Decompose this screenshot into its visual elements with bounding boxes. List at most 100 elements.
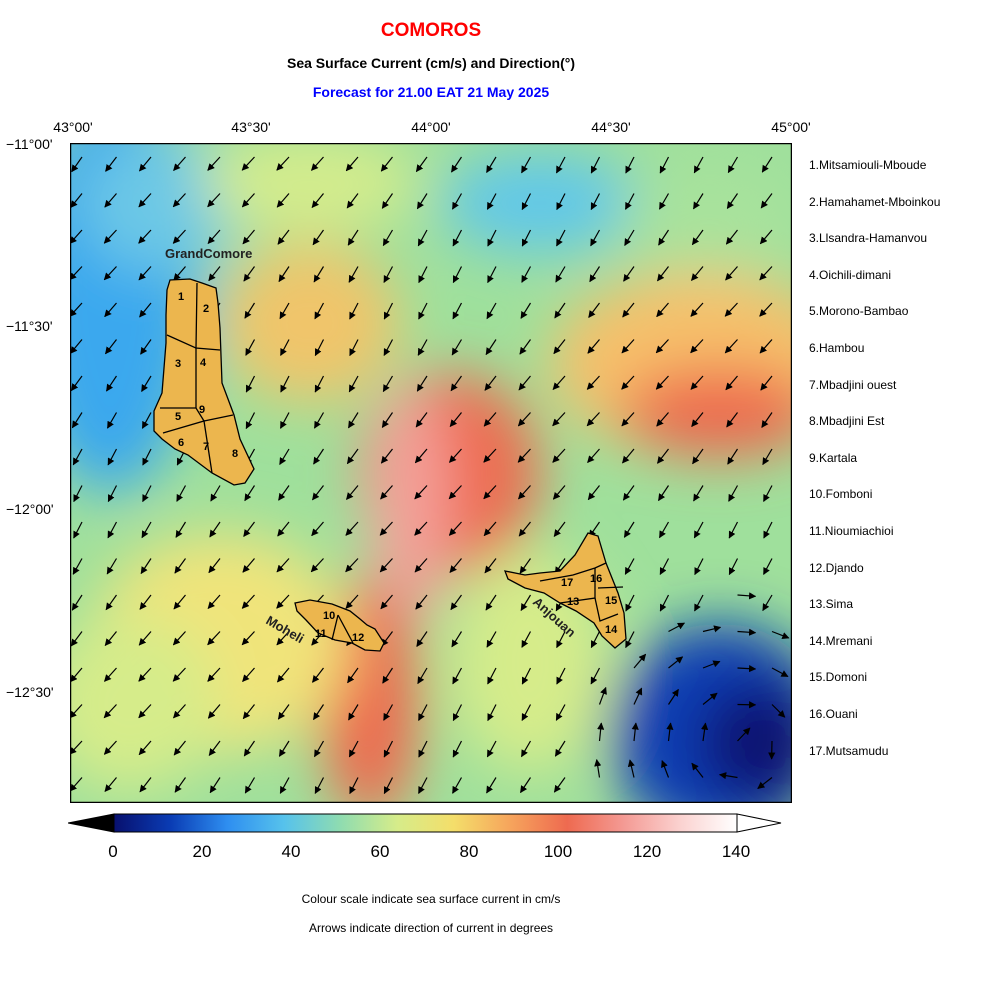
current-arrow <box>417 339 428 356</box>
current-arrow <box>141 375 152 393</box>
current-arrow <box>207 193 221 208</box>
current-arrow <box>314 302 325 320</box>
current-arrow <box>173 704 186 719</box>
current-arrow <box>590 193 601 211</box>
current-arrow <box>659 558 670 576</box>
current-arrow <box>105 339 117 355</box>
current-arrow <box>105 156 117 172</box>
current-arrow <box>139 594 152 610</box>
svg-text:16: 16 <box>590 573 602 585</box>
current-arrow <box>142 448 152 466</box>
current-arrow <box>656 412 669 427</box>
current-arrow <box>622 485 635 501</box>
current-arrow <box>726 412 738 428</box>
current-arrow <box>586 375 600 390</box>
current-arrow <box>487 704 497 722</box>
current-arrow <box>622 302 635 318</box>
current-arrow <box>345 156 359 172</box>
map-title: COMOROS <box>380 20 482 41</box>
current-arrow <box>519 558 531 574</box>
lat-label-12-30: −12°30' <box>6 684 54 700</box>
current-arrow <box>107 485 118 503</box>
current-arrow <box>633 653 647 669</box>
legend-item: 3.Llsandra-Hamanvou <box>809 231 928 246</box>
svg-text:8: 8 <box>232 448 238 460</box>
current-arrow <box>173 594 186 610</box>
legend-item: 13.Sima <box>809 597 854 612</box>
current-arrow <box>245 412 256 430</box>
current-arrow <box>173 740 186 756</box>
current-arrow <box>771 630 790 640</box>
svg-text:4: 4 <box>200 357 207 369</box>
current-arrow <box>174 777 186 793</box>
current-arrow <box>598 686 607 705</box>
current-arrow <box>138 631 152 646</box>
current-arrow <box>104 777 117 792</box>
current-arrow <box>414 521 428 536</box>
lon-label-44-30: 44°30' <box>591 119 631 135</box>
current-arrow <box>693 485 704 502</box>
current-arrow <box>656 302 669 318</box>
svg-text:2: 2 <box>203 303 209 315</box>
current-arrow <box>243 521 255 537</box>
current-arrow <box>725 266 738 281</box>
current-arrow <box>587 448 600 464</box>
current-arrow <box>520 302 532 319</box>
current-arrow <box>241 631 255 646</box>
current-arrow <box>451 339 463 356</box>
current-arrow <box>70 302 83 317</box>
current-arrow <box>624 193 635 210</box>
current-arrow <box>70 266 83 281</box>
svg-text:15: 15 <box>605 595 617 607</box>
svg-text:1: 1 <box>178 291 184 303</box>
current-arrow <box>70 339 83 354</box>
current-arrow <box>138 704 152 719</box>
current-arrow <box>555 156 566 174</box>
current-arrow <box>631 722 639 742</box>
current-arrow <box>313 740 325 758</box>
current-arrow <box>210 485 221 502</box>
current-arrow <box>242 704 255 720</box>
current-arrow <box>702 692 718 705</box>
current-arrow <box>312 229 324 246</box>
map-subtitle: Sea Surface Current (cm/s) and Direction… <box>287 55 575 71</box>
current-arrow <box>692 448 704 465</box>
current-arrow <box>382 229 394 247</box>
current-arrow <box>452 302 463 320</box>
svg-text:12: 12 <box>352 632 364 644</box>
current-arrow <box>241 193 255 208</box>
current-arrow <box>621 412 635 427</box>
current-arrow <box>245 339 256 356</box>
current-arrow <box>345 594 359 609</box>
current-arrow <box>280 339 290 357</box>
current-arrow <box>518 521 531 537</box>
legend-item: 8.Mbadjini Est <box>809 414 885 429</box>
current-arrow <box>657 448 669 464</box>
colorbar-gradient <box>113 813 738 833</box>
current-arrow <box>517 412 531 427</box>
current-arrow <box>174 558 186 574</box>
current-arrow <box>70 631 83 647</box>
current-arrow <box>348 266 359 283</box>
current-arrow <box>448 521 462 536</box>
current-arrow <box>484 375 497 391</box>
current-arrow <box>107 448 118 466</box>
current-arrow <box>415 156 428 173</box>
current-arrow <box>277 521 290 537</box>
current-arrow <box>553 521 566 537</box>
current-arrow <box>728 558 739 576</box>
colorbar-tick-80: 80 <box>459 842 479 861</box>
current-arrow <box>658 521 670 539</box>
current-arrow <box>312 485 324 501</box>
current-arrow <box>667 688 679 705</box>
current-arrow <box>737 628 757 636</box>
current-arrow <box>209 777 221 794</box>
lat-label-12-00: −12°00' <box>6 501 54 517</box>
current-arrow <box>70 704 83 719</box>
current-arrow <box>625 594 635 612</box>
current-arrow <box>140 339 152 355</box>
current-arrow <box>451 631 463 648</box>
current-arrow <box>690 339 704 354</box>
current-arrow <box>314 375 325 393</box>
